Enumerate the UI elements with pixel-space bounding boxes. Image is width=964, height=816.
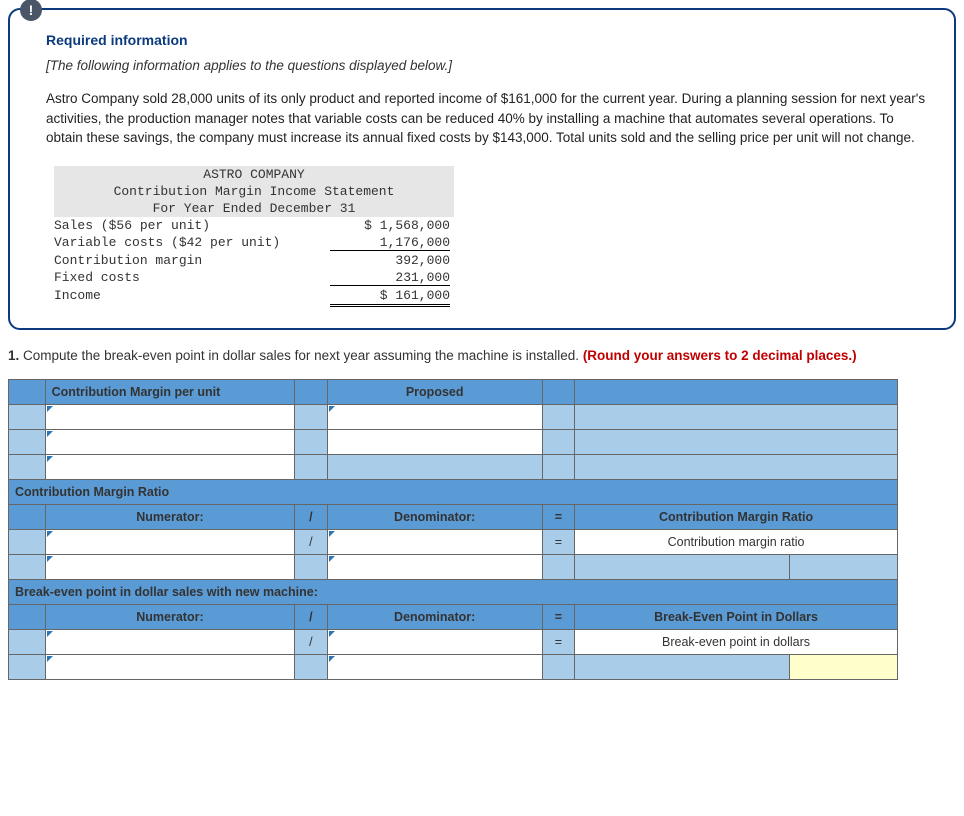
- bep-result-value[interactable]: [790, 654, 898, 679]
- stmt-title: Contribution Margin Income Statement: [54, 183, 454, 200]
- cell-blank: [542, 404, 574, 429]
- bep-denominator-input[interactable]: [327, 654, 542, 679]
- numerator-header: Numerator:: [45, 504, 295, 529]
- cell-blank: [295, 429, 327, 454]
- cmr-result-label: Contribution margin ratio: [575, 529, 898, 554]
- cm-item-select-2[interactable]: [45, 429, 295, 454]
- equals-label: =: [542, 529, 574, 554]
- cell-blank[interactable]: [9, 379, 46, 404]
- cm-label: Contribution margin: [54, 253, 202, 268]
- cell-blank: [9, 504, 46, 529]
- cmr-numerator-select[interactable]: [45, 529, 295, 554]
- cell-blank: [575, 404, 898, 429]
- cm-item-select-3[interactable]: [45, 454, 295, 479]
- cmr-denominator-input[interactable]: [327, 554, 542, 579]
- cell-blank: [295, 454, 327, 479]
- cmr-denominator-select[interactable]: [327, 529, 542, 554]
- cell-blank: [9, 629, 46, 654]
- stmt-period: For Year Ended December 31: [54, 200, 454, 217]
- cell-blank: [542, 454, 574, 479]
- question-text: Compute the break-even point in dollar s…: [19, 348, 583, 363]
- cell-blank: [9, 554, 46, 579]
- income-statement: ASTRO COMPANY Contribution Margin Income…: [54, 166, 454, 308]
- bep-section-header: Break-even point in dollar sales with ne…: [9, 579, 898, 604]
- required-info-title: Required information: [46, 32, 926, 48]
- required-info-box: ! Required information [The following in…: [8, 8, 956, 330]
- equals-label: =: [542, 504, 574, 529]
- cell-blank: [575, 454, 898, 479]
- slash-label: /: [295, 604, 327, 629]
- question-round-note: (Round your answers to 2 decimal places.…: [583, 348, 857, 363]
- cmr-result-header: Contribution Margin Ratio: [575, 504, 898, 529]
- cmr-result-value: [575, 554, 790, 579]
- cell-blank: [9, 529, 46, 554]
- bep-result-label: Break-even point in dollars: [575, 629, 898, 654]
- cell-blank: [9, 454, 46, 479]
- cell-blank: [542, 554, 574, 579]
- equals-label: =: [542, 629, 574, 654]
- worksheet-table: Contribution Margin per unit Proposed Co…: [8, 379, 898, 680]
- slash-label: /: [295, 629, 327, 654]
- fixed-amount: 231,000: [330, 270, 450, 286]
- cell-blank: [9, 404, 46, 429]
- income-label: Income: [54, 288, 101, 307]
- info-note: [The following information applies to th…: [46, 58, 926, 73]
- denominator-header: Denominator:: [327, 504, 542, 529]
- cell-blank: [295, 404, 327, 429]
- cm-amount: 392,000: [330, 253, 450, 268]
- proposed-header: Proposed: [327, 379, 542, 404]
- cell-blank: [542, 654, 574, 679]
- denominator-header: Denominator:: [327, 604, 542, 629]
- cmr-result-unit: [790, 554, 898, 579]
- numerator-header: Numerator:: [45, 604, 295, 629]
- bep-denominator-select[interactable]: [327, 629, 542, 654]
- question-number: 1.: [8, 348, 19, 363]
- bep-numerator-select[interactable]: [45, 629, 295, 654]
- cell-blank: [575, 429, 898, 454]
- info-badge-icon: !: [20, 0, 42, 21]
- cell-blank: [9, 429, 46, 454]
- sales-amount: $ 1,568,000: [330, 218, 450, 233]
- cell-blank: [542, 429, 574, 454]
- stmt-company: ASTRO COMPANY: [54, 166, 454, 183]
- sales-label: Sales ($56 per unit): [54, 218, 210, 233]
- cmr-section-header: Contribution Margin Ratio: [9, 479, 898, 504]
- cell-blank: [542, 379, 574, 404]
- cmr-numerator-input[interactable]: [45, 554, 295, 579]
- slash-label: /: [295, 504, 327, 529]
- bep-numerator-input[interactable]: [45, 654, 295, 679]
- income-amount: $ 161,000: [330, 288, 450, 307]
- varcost-label: Variable costs ($42 per unit): [54, 235, 280, 251]
- cm-proposed-input-2[interactable]: [327, 429, 542, 454]
- cell-blank: [295, 554, 327, 579]
- fixed-label: Fixed costs: [54, 270, 140, 286]
- varcost-amount: 1,176,000: [330, 235, 450, 251]
- cell-blank: [575, 654, 790, 679]
- cell-blank: [9, 604, 46, 629]
- info-paragraph: Astro Company sold 28,000 units of its o…: [46, 89, 926, 148]
- question-1: 1. Compute the break-even point in dolla…: [8, 348, 956, 363]
- equals-label: =: [542, 604, 574, 629]
- cm-proposed-input-1[interactable]: [327, 404, 542, 429]
- cm-per-unit-header: Contribution Margin per unit: [45, 379, 295, 404]
- cm-proposed-result: [327, 454, 542, 479]
- cm-item-select-1[interactable]: [45, 404, 295, 429]
- bep-result-header: Break-Even Point in Dollars: [575, 604, 898, 629]
- slash-label: /: [295, 529, 327, 554]
- cell-blank: [295, 654, 327, 679]
- cell-blank[interactable]: [295, 379, 327, 404]
- cell-blank: [9, 654, 46, 679]
- cell-blank: [575, 379, 898, 404]
